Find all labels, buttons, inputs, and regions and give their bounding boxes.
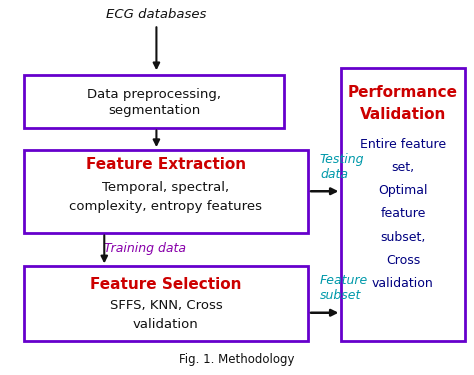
Text: Fig. 1. Methodology: Fig. 1. Methodology bbox=[179, 352, 295, 366]
Bar bbox=[341, 68, 465, 341]
Text: Cross: Cross bbox=[386, 254, 420, 267]
Text: Performance: Performance bbox=[348, 85, 458, 100]
Text: subset,: subset, bbox=[380, 231, 426, 244]
Text: Feature
subset: Feature subset bbox=[320, 274, 368, 302]
Text: Feature Extraction: Feature Extraction bbox=[86, 158, 246, 172]
Text: Feature Selection: Feature Selection bbox=[90, 277, 242, 292]
Text: Training data: Training data bbox=[104, 242, 186, 255]
Text: validation: validation bbox=[372, 277, 434, 290]
Text: set,: set, bbox=[392, 161, 414, 174]
Text: ECG databases: ECG databases bbox=[106, 8, 207, 21]
Text: SFFS, KNN, Cross: SFFS, KNN, Cross bbox=[109, 300, 222, 312]
Bar bbox=[24, 266, 308, 341]
Text: Testing
data: Testing data bbox=[320, 153, 365, 181]
Text: Optimal: Optimal bbox=[378, 184, 428, 197]
Text: Temporal, spectral,: Temporal, spectral, bbox=[102, 181, 229, 194]
Text: Data preprocessing,: Data preprocessing, bbox=[87, 88, 221, 102]
Text: Entire feature: Entire feature bbox=[360, 138, 446, 151]
Text: segmentation: segmentation bbox=[108, 104, 200, 117]
Text: Validation: Validation bbox=[360, 106, 446, 122]
Bar bbox=[24, 75, 284, 128]
Bar bbox=[24, 150, 308, 232]
Text: feature: feature bbox=[380, 207, 426, 220]
Text: validation: validation bbox=[133, 318, 199, 331]
Text: complexity, entropy features: complexity, entropy features bbox=[69, 200, 263, 213]
